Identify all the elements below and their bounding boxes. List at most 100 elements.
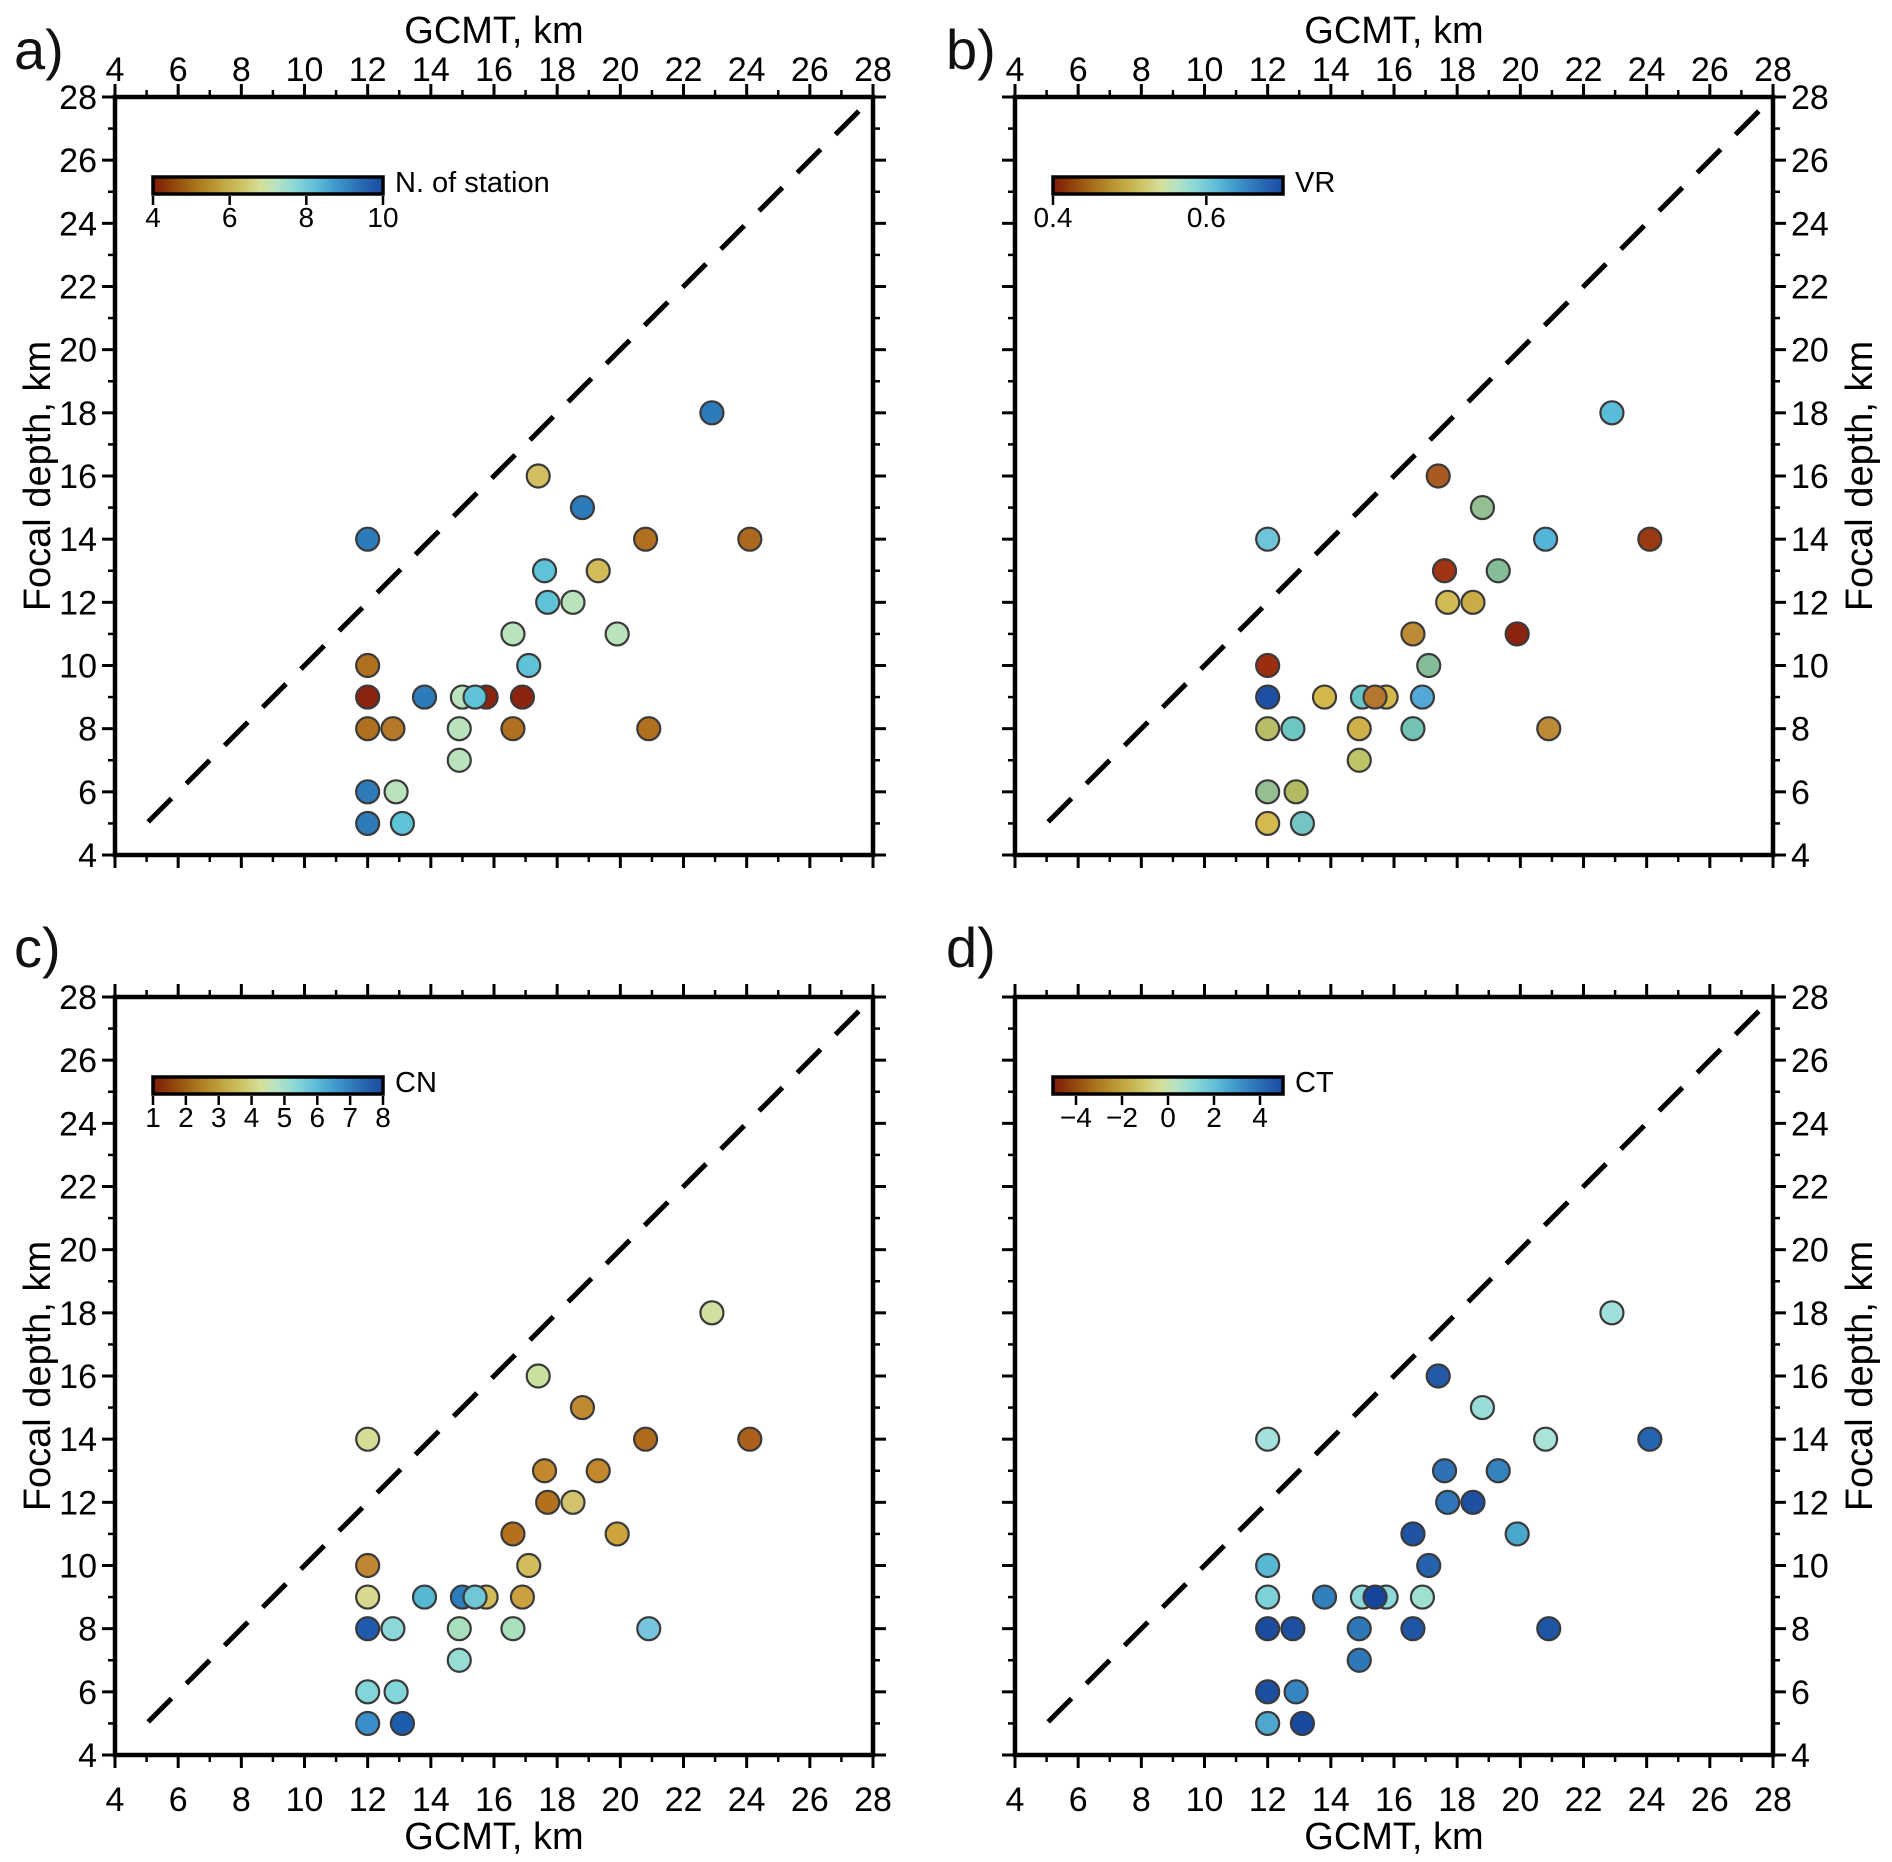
data-point <box>380 716 406 742</box>
colorbar <box>1051 1075 1285 1096</box>
x-tick-label: 14 <box>412 51 450 89</box>
data-point <box>500 716 526 742</box>
data-point <box>1346 1647 1372 1673</box>
data-point <box>1289 810 1316 837</box>
data-point <box>604 621 630 647</box>
y-tick-label: 18 <box>1791 1295 1829 1333</box>
data-point <box>1255 1552 1281 1579</box>
y-tick-label: 26 <box>59 1042 97 1080</box>
y-axis-title-panel-a: Focal depth, km <box>17 340 59 612</box>
x-tick-label: 6 <box>169 1781 188 1819</box>
data-point <box>1289 1710 1316 1737</box>
x-tick-label: 24 <box>1628 51 1666 89</box>
data-point <box>1255 1710 1281 1737</box>
y-tick-label: 12 <box>59 1484 97 1522</box>
data-point <box>531 558 558 584</box>
y-tick-label: 8 <box>1791 1611 1810 1649</box>
data-point <box>1311 684 1338 710</box>
x-tick-label: 22 <box>665 51 703 89</box>
data-point <box>1485 558 1511 584</box>
x-tick-label: 28 <box>854 1781 892 1819</box>
x-tick-label: 24 <box>1628 1781 1666 1819</box>
data-point <box>1532 1426 1559 1452</box>
data-point <box>355 1426 381 1452</box>
data-point <box>355 1679 381 1705</box>
colorbar <box>1051 175 1285 196</box>
x-tick-label: 20 <box>601 51 639 89</box>
y-tick-label: 26 <box>59 142 97 180</box>
x-tick-label: 8 <box>232 51 251 89</box>
x-tick-label: 26 <box>791 1781 829 1819</box>
y-tick-label: 18 <box>59 395 97 433</box>
x-tick-label: 12 <box>1249 51 1287 89</box>
data-point <box>355 810 381 837</box>
y-tick-label: 6 <box>78 774 97 812</box>
x-tick-label: 6 <box>1069 51 1088 89</box>
panel-letter-a: a) <box>14 18 64 81</box>
panel-letter-c: c) <box>14 916 61 979</box>
data-point <box>516 652 542 679</box>
x-tick-label: 26 <box>1691 1781 1729 1819</box>
data-point <box>1400 1521 1426 1547</box>
y-tick-label: 24 <box>59 205 97 243</box>
y-tick-label: 8 <box>1791 711 1810 749</box>
colorbar-tick-label: 4 <box>1252 1102 1268 1133</box>
data-point <box>383 779 409 805</box>
x-tick-label: 8 <box>232 1781 251 1819</box>
y-tick-label: 26 <box>1791 1042 1829 1080</box>
one-to-one-line <box>1046 95 1775 824</box>
data-point <box>380 1616 406 1642</box>
x-tick-label: 18 <box>1438 1781 1476 1819</box>
y-tick-label: 10 <box>59 1548 97 1586</box>
data-point <box>525 1363 551 1389</box>
data-point <box>1311 1584 1338 1610</box>
y-tick-label: 24 <box>59 1105 97 1143</box>
data-point <box>1425 1363 1451 1389</box>
data-point <box>1255 1679 1281 1705</box>
data-point <box>1400 621 1426 647</box>
y-tick-label: 24 <box>1791 1105 1829 1143</box>
data-point <box>1435 1489 1461 1515</box>
x-tick-label: 22 <box>1565 51 1603 89</box>
panel-letter-b: b) <box>946 18 996 81</box>
colorbar-label: CT <box>1295 1067 1334 1099</box>
data-point <box>355 526 381 552</box>
data-point <box>389 810 416 837</box>
y-tick-label: 28 <box>1791 79 1829 117</box>
data-point <box>509 684 536 710</box>
x-tick-label: 4 <box>106 51 125 89</box>
y-tick-label: 16 <box>59 458 97 496</box>
data-point <box>355 1616 381 1642</box>
x-tick-label: 20 <box>601 1781 639 1819</box>
data-point <box>531 1458 558 1484</box>
data-point <box>1536 1616 1562 1642</box>
x-axis-title-panel-b: GCMT, km <box>1304 10 1484 52</box>
y-tick-label: 20 <box>1791 332 1829 370</box>
data-point <box>525 463 551 489</box>
x-tick-label: 8 <box>1132 1781 1151 1819</box>
colorbar-tick-label: 3 <box>211 1102 227 1133</box>
data-point <box>1255 1584 1281 1610</box>
x-tick-label: 14 <box>1312 1781 1350 1819</box>
data-point <box>1504 1521 1530 1547</box>
data-point <box>1425 463 1451 489</box>
data-point <box>1460 1489 1486 1515</box>
data-point <box>737 526 763 552</box>
x-tick-label: 18 <box>538 51 576 89</box>
x-tick-label: 22 <box>665 1781 703 1819</box>
y-tick-label: 4 <box>78 1737 97 1775</box>
y-tick-label: 24 <box>1791 205 1829 243</box>
x-tick-label: 10 <box>286 51 324 89</box>
one-to-one-line <box>146 95 875 824</box>
data-point <box>1504 621 1530 647</box>
colorbar-tick-label: 0.6 <box>1187 202 1226 233</box>
x-tick-label: 16 <box>1375 1781 1413 1819</box>
data-point <box>1460 589 1486 615</box>
data-point <box>1637 1426 1663 1452</box>
data-point <box>1283 779 1309 805</box>
data-point <box>1255 1616 1281 1642</box>
data-point <box>1431 1458 1458 1484</box>
data-point <box>585 1458 611 1484</box>
x-tick-label: 18 <box>538 1781 576 1819</box>
y-tick-label: 28 <box>1791 979 1829 1017</box>
